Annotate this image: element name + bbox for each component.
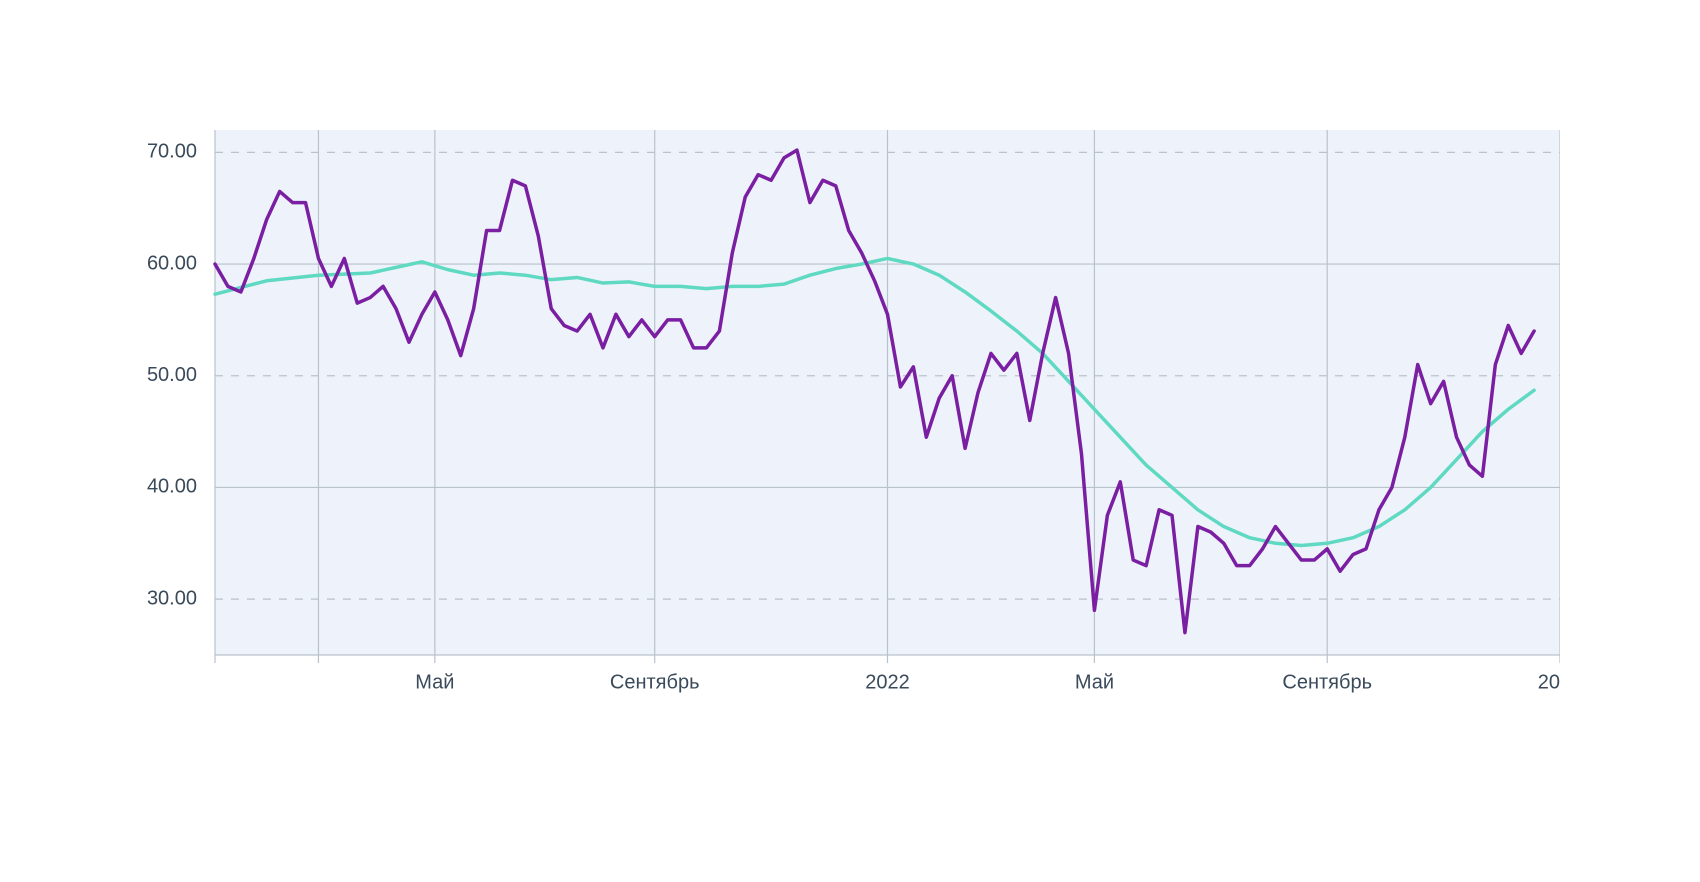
y-tick-label: 50.00 <box>147 364 197 386</box>
x-tick-label: 2022 <box>865 672 910 694</box>
y-tick-label: 60.00 <box>147 252 197 274</box>
x-tick-label: 2023 <box>1538 672 1560 694</box>
timeseries-chart: 30.00 40.00 50.00 60.00 70.00 Май Сентябрь 2022… <box>130 130 1560 710</box>
x-tick-label: Май <box>415 672 454 694</box>
y-tick-label: 70.00 <box>147 141 197 163</box>
x-tick-label: Сентябрь <box>610 672 700 694</box>
y-tick-label: 40.00 <box>147 476 197 498</box>
x-tick-label: Май <box>1075 672 1114 694</box>
y-tick-label: 30.00 <box>147 587 197 609</box>
x-tick-label: Сентябрь <box>1282 672 1372 694</box>
